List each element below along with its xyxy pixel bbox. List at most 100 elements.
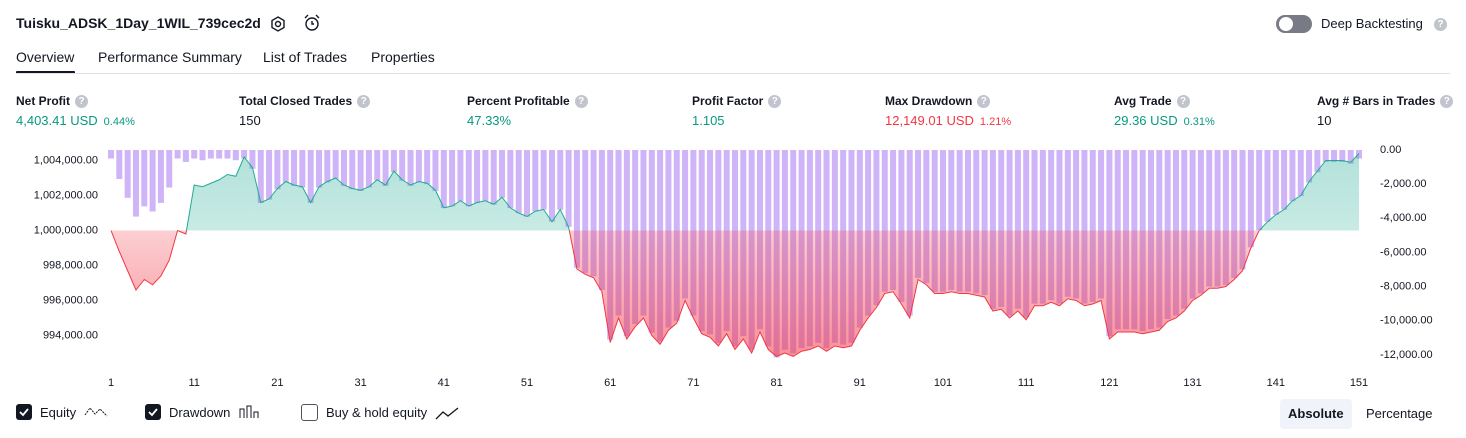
drawdown-bar <box>1322 150 1329 162</box>
drawdown-bar <box>291 150 298 186</box>
y-tick-label: 1,002,000.00 <box>34 189 98 201</box>
metric-value-row: 4,403.41 USD 0.44% <box>16 113 135 128</box>
help-icon[interactable]: ? <box>1434 18 1447 31</box>
info-icon[interactable]: ? <box>357 94 371 108</box>
drawdown-bar <box>274 150 281 190</box>
y-tick-label: 998,000.00 <box>43 259 98 271</box>
checkbox[interactable] <box>145 404 161 420</box>
metric-label: Total Closed Trades <box>239 94 353 108</box>
drawdown-bar <box>1239 150 1246 270</box>
drawdown-bar <box>316 150 322 188</box>
metric-value-row: 12,149.01 USD 1.21% <box>885 113 1011 128</box>
x-tick-label: 151 <box>1350 377 1368 389</box>
checkbox[interactable] <box>301 404 318 421</box>
drawdown-bar <box>1264 150 1271 222</box>
metric-label: Max Drawdown <box>885 94 973 108</box>
drawdown-bar <box>1314 150 1321 173</box>
tab[interactable]: List of Trades <box>263 49 348 65</box>
drawdown-bar <box>432 150 439 191</box>
y2-tick-label: 0.00 <box>1380 144 1401 156</box>
x-tick-label: 41 <box>438 377 450 389</box>
y-tick-label: 1,004,000.00 <box>34 154 98 166</box>
mode-button[interactable]: Absolute <box>1280 399 1352 429</box>
x-tick-label: 21 <box>271 377 283 389</box>
drawdown-bar <box>923 150 930 284</box>
drawdown-bar <box>166 150 173 188</box>
drawdown-bar <box>340 150 347 186</box>
drawdown-bar <box>116 150 123 180</box>
equity-line-negative <box>110 230 1260 358</box>
drawdown-bar <box>499 150 506 198</box>
deep-backtesting-switch[interactable] <box>1275 14 1313 34</box>
legend-icon <box>239 405 259 418</box>
drawdown-bar <box>1064 150 1071 297</box>
drawdown-bar <box>266 150 273 200</box>
metric-label: Profit Factor <box>692 94 764 108</box>
drawdown-bar <box>582 150 589 273</box>
drawdown-bar <box>482 150 489 202</box>
metric: Net Profit? <box>16 94 88 108</box>
info-icon[interactable]: ? <box>1176 94 1190 108</box>
drawdown-toggle[interactable]: Drawdown <box>145 404 260 420</box>
drawdown-bar <box>141 150 148 207</box>
metric-percent: 1.21% <box>979 116 1012 128</box>
drawdown-bar <box>465 150 472 207</box>
alert-icon[interactable] <box>302 13 322 33</box>
tab[interactable]: Performance Summary <box>98 49 242 65</box>
drawdown-bar <box>540 150 547 210</box>
equity-toggle[interactable]: Equity <box>16 404 108 420</box>
x-tick-label: 31 <box>354 377 366 389</box>
metric-percent: 0.44% <box>103 116 135 128</box>
buy-hold-toggle[interactable]: Buy & hold equity <box>301 404 459 421</box>
metric-value: 10 <box>1317 113 1332 128</box>
metric-value-row: 150 <box>239 113 261 128</box>
drawdown-bar <box>532 150 539 212</box>
y-tick-label: 1,000,000.00 <box>34 224 98 236</box>
legend-label: Drawdown <box>169 404 231 420</box>
metric-value-row: 29.36 USD 0.31% <box>1114 113 1215 128</box>
drawdown-bar <box>282 150 289 183</box>
drawdown-bar <box>598 150 605 290</box>
metric-value: 4,403.41 USD <box>16 113 98 128</box>
drawdown-bar <box>332 150 339 180</box>
y-tick-label: 994,000.00 <box>43 329 98 341</box>
info-icon[interactable]: ? <box>977 94 991 108</box>
equity-area-negative <box>111 230 1359 357</box>
drawdown-bar <box>157 150 164 203</box>
metric: Profit Factor? <box>692 94 782 108</box>
mode-button[interactable]: Percentage <box>1366 406 1433 421</box>
equity-line-positive <box>111 153 1360 231</box>
settings-icon[interactable] <box>268 14 288 34</box>
equity-chart: 994,000.00 996,000.00 998,000.00 1,000,000.… <box>34 144 1433 389</box>
drawdown-bar <box>1206 150 1213 287</box>
drawdown-bar <box>573 150 580 268</box>
tab[interactable]: Properties <box>371 49 435 65</box>
drawdown-bar <box>1297 150 1304 197</box>
info-icon[interactable]: ? <box>1440 94 1454 108</box>
tab[interactable]: Overview <box>16 49 75 65</box>
drawdown-bar <box>964 150 971 292</box>
x-tick-label: 61 <box>604 377 616 389</box>
metric-value: 47.33% <box>467 113 512 128</box>
checkbox[interactable] <box>16 404 32 420</box>
legend-icon <box>84 407 108 417</box>
drawdown-bar <box>1197 150 1204 294</box>
drawdown-bar <box>915 150 922 279</box>
drawdown-bar <box>474 150 481 203</box>
metric: Max Drawdown? <box>885 94 991 108</box>
drawdown-bar <box>1331 150 1338 162</box>
drawdown-bar <box>873 150 880 306</box>
info-icon[interactable]: ? <box>574 94 588 108</box>
info-icon[interactable]: ? <box>75 94 88 108</box>
x-tick-label: 11 <box>188 377 199 389</box>
drawdown-bar <box>1039 150 1046 304</box>
drawdown-bar <box>199 150 206 161</box>
drawdown-bar <box>1281 150 1288 210</box>
drawdown-bar <box>1247 150 1254 248</box>
y-tick-label: 996,000.00 <box>43 294 98 306</box>
y2-tick-label: -10,000.00 <box>1380 315 1433 327</box>
info-icon[interactable]: ? <box>768 94 782 108</box>
drawdown-bar <box>174 150 181 159</box>
strategy-title: Tuisku_ADSK_1Day_1WIL_739cec2d <box>16 15 261 31</box>
drawdown-bar <box>1073 150 1080 299</box>
